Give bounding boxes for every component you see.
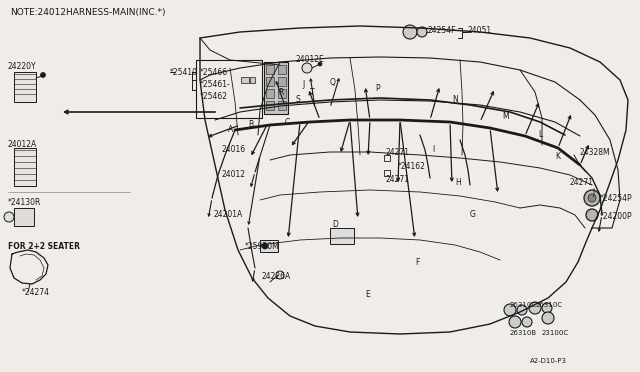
Text: P: P bbox=[375, 84, 380, 93]
Bar bbox=[266, 77, 274, 86]
Text: I: I bbox=[432, 145, 435, 154]
Text: A2-D10-P3: A2-D10-P3 bbox=[530, 358, 567, 364]
Text: 26310C: 26310C bbox=[536, 302, 563, 308]
Text: J: J bbox=[302, 80, 304, 89]
Text: 26310C: 26310C bbox=[510, 302, 537, 308]
Text: M: M bbox=[502, 112, 509, 121]
Text: C: C bbox=[285, 118, 291, 127]
Text: 24271: 24271 bbox=[385, 175, 409, 184]
Circle shape bbox=[542, 312, 554, 324]
Bar bbox=[14, 208, 34, 226]
Text: *24162: *24162 bbox=[398, 162, 426, 171]
Text: J: J bbox=[592, 188, 595, 197]
Bar bbox=[260, 240, 278, 252]
Circle shape bbox=[542, 303, 552, 313]
Text: S: S bbox=[295, 95, 300, 104]
Text: *25466: *25466 bbox=[200, 68, 228, 77]
Text: *25462: *25462 bbox=[200, 92, 228, 101]
Circle shape bbox=[584, 190, 600, 206]
Text: 24220Y: 24220Y bbox=[8, 62, 36, 71]
Circle shape bbox=[588, 194, 596, 202]
Bar bbox=[264, 62, 288, 114]
Text: 23100C: 23100C bbox=[542, 330, 569, 336]
Bar bbox=[266, 89, 274, 98]
Text: F: F bbox=[415, 258, 419, 267]
Bar bbox=[196, 60, 262, 118]
Circle shape bbox=[522, 317, 532, 327]
Circle shape bbox=[302, 63, 312, 73]
Bar bbox=[266, 65, 274, 74]
Bar bbox=[278, 89, 286, 98]
Bar bbox=[278, 101, 286, 110]
Text: 24271: 24271 bbox=[385, 148, 409, 157]
Text: *25410: *25410 bbox=[170, 68, 198, 77]
Text: 24328M: 24328M bbox=[580, 148, 611, 157]
Bar bbox=[14, 72, 36, 102]
Circle shape bbox=[529, 302, 541, 314]
Text: FOR 2+2 SEATER: FOR 2+2 SEATER bbox=[8, 242, 80, 251]
Text: Q: Q bbox=[330, 78, 336, 87]
Text: *24254P: *24254P bbox=[600, 194, 632, 203]
Text: 24012: 24012 bbox=[222, 170, 246, 179]
Text: 24271: 24271 bbox=[570, 178, 594, 187]
Circle shape bbox=[586, 209, 598, 221]
Bar bbox=[330, 228, 354, 244]
Text: 24226A: 24226A bbox=[262, 272, 291, 281]
Text: E: E bbox=[365, 290, 370, 299]
Text: G: G bbox=[470, 210, 476, 219]
Bar bbox=[266, 101, 274, 110]
Circle shape bbox=[40, 73, 45, 77]
Text: T: T bbox=[310, 88, 315, 97]
Text: 24016: 24016 bbox=[222, 145, 246, 154]
Bar bbox=[384, 155, 390, 161]
Text: 24012E: 24012E bbox=[295, 55, 324, 64]
Bar bbox=[278, 77, 286, 86]
Text: D: D bbox=[332, 220, 338, 229]
Text: N: N bbox=[452, 95, 458, 104]
Text: A: A bbox=[228, 125, 233, 134]
Circle shape bbox=[504, 304, 516, 316]
Circle shape bbox=[417, 27, 427, 37]
Text: 24201A: 24201A bbox=[214, 210, 243, 219]
Text: *24274: *24274 bbox=[22, 288, 50, 297]
Bar bbox=[250, 77, 255, 83]
Bar bbox=[278, 65, 286, 74]
Bar bbox=[14, 148, 36, 186]
Text: B: B bbox=[248, 120, 253, 129]
Text: H: H bbox=[455, 178, 461, 187]
Circle shape bbox=[509, 316, 521, 328]
Text: K: K bbox=[555, 152, 560, 161]
Circle shape bbox=[403, 25, 417, 39]
Text: *25950M: *25950M bbox=[245, 242, 280, 251]
Circle shape bbox=[517, 305, 527, 315]
Circle shape bbox=[318, 62, 322, 66]
Text: *24130R: *24130R bbox=[8, 198, 42, 207]
Text: 24254F: 24254F bbox=[428, 26, 456, 35]
Text: *24200P: *24200P bbox=[600, 212, 632, 221]
Text: 24012A: 24012A bbox=[8, 140, 37, 149]
Bar bbox=[384, 170, 390, 176]
Text: *25461-: *25461- bbox=[200, 80, 231, 89]
Text: 26310B: 26310B bbox=[510, 330, 537, 336]
Text: L: L bbox=[538, 130, 542, 139]
Circle shape bbox=[4, 212, 14, 222]
Bar bbox=[241, 77, 249, 83]
Text: 24051: 24051 bbox=[468, 26, 492, 35]
Text: NOTE:24012HARNESS-MAIN(INC.*): NOTE:24012HARNESS-MAIN(INC.*) bbox=[10, 8, 166, 17]
Text: R: R bbox=[278, 88, 284, 97]
Circle shape bbox=[262, 243, 268, 249]
